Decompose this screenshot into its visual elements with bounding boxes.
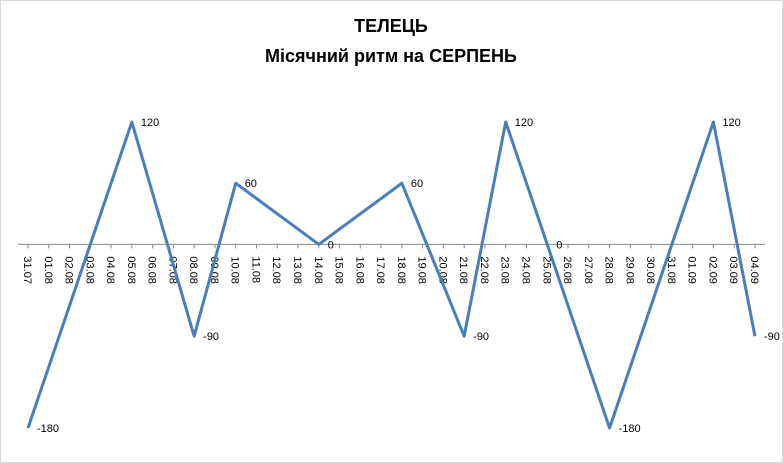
data-label: 60 xyxy=(245,178,257,190)
x-tick-label: 27.08 xyxy=(582,256,594,284)
x-tick-label: 16.08 xyxy=(353,256,365,284)
x-tick-label: 04.09 xyxy=(748,256,760,284)
x-tick-label: 05.08 xyxy=(125,256,137,284)
x-tick-label: 03.08 xyxy=(83,256,95,284)
x-tick-label: 02.09 xyxy=(706,256,718,284)
data-label: -90 xyxy=(764,331,780,343)
x-tick-label: 22.08 xyxy=(478,256,490,284)
x-tick-label: 25.08 xyxy=(540,256,552,284)
data-label: 60 xyxy=(411,178,423,190)
x-tick-label: 19.08 xyxy=(416,256,428,284)
x-tick-label: 14.08 xyxy=(312,256,324,284)
x-tick-label: 06.08 xyxy=(146,256,158,284)
x-tick-label: 03.09 xyxy=(727,256,739,284)
x-tick-label: 23.08 xyxy=(499,256,511,284)
x-tick-label: 10.08 xyxy=(229,256,241,284)
x-tick-label: 30.08 xyxy=(644,256,656,284)
data-label: -180 xyxy=(619,423,641,435)
x-tick-label: 28.08 xyxy=(603,256,615,284)
x-tick-label: 21.08 xyxy=(457,256,469,284)
data-label: -90 xyxy=(203,331,219,343)
data-label: -180 xyxy=(37,423,59,435)
x-tick-label: 24.08 xyxy=(519,256,531,284)
data-label: 120 xyxy=(722,117,740,129)
data-label: 0 xyxy=(556,239,562,251)
x-tick-label: 02.08 xyxy=(63,256,75,284)
x-tick-label: 15.08 xyxy=(333,256,345,284)
x-tick-label: 12.08 xyxy=(270,256,282,284)
x-tick-label: 04.08 xyxy=(104,256,116,284)
x-tick-label: 29.08 xyxy=(623,256,635,284)
x-tick-label: 01.09 xyxy=(686,256,698,284)
x-tick-label: 01.08 xyxy=(42,256,54,284)
x-tick-label: 07.08 xyxy=(166,256,178,284)
line-series xyxy=(26,120,757,430)
x-tick-label: 31.07 xyxy=(21,256,33,284)
data-label: 120 xyxy=(141,117,159,129)
data-label: 0 xyxy=(328,239,334,251)
x-tick-label: 26.08 xyxy=(561,256,573,284)
data-label: -90 xyxy=(473,331,489,343)
x-tick-label: 31.08 xyxy=(665,256,677,284)
x-tick-label: 17.08 xyxy=(374,256,386,284)
x-tick-label: 11.08 xyxy=(249,256,261,283)
chart-title: ТЕЛЕЦЬ xyxy=(354,16,428,36)
x-tick-label: 13.08 xyxy=(291,256,303,284)
x-tick-label: 08.08 xyxy=(187,256,199,284)
x-tick-label: 18.08 xyxy=(395,256,407,284)
chart-subtitle: Місячний ритм на СЕРПЕНЬ xyxy=(265,46,517,66)
data-label: 120 xyxy=(515,117,533,129)
